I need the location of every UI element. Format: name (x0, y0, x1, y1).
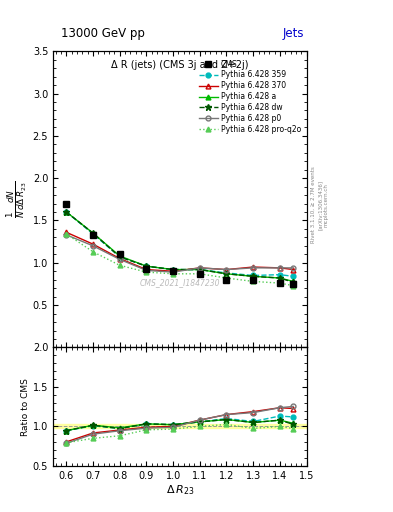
Text: Δ R (jets) (CMS 3j and Z+2j): Δ R (jets) (CMS 3j and Z+2j) (111, 60, 248, 70)
Text: Jets: Jets (283, 27, 305, 40)
X-axis label: $\Delta\,R_{23}$: $\Delta\,R_{23}$ (165, 483, 194, 497)
Text: [arXiv:1306.3436]: [arXiv:1306.3436] (318, 180, 323, 230)
Text: 13000 GeV pp: 13000 GeV pp (61, 27, 145, 40)
Legend: CMS, Pythia 6.428 359, Pythia 6.428 370, Pythia 6.428 a, Pythia 6.428 dw, Pythia: CMS, Pythia 6.428 359, Pythia 6.428 370,… (197, 58, 303, 136)
Y-axis label: Ratio to CMS: Ratio to CMS (21, 378, 30, 436)
Text: mcplots.cern.ch: mcplots.cern.ch (324, 183, 329, 227)
Bar (53, 424, 307, 429)
Y-axis label: $\frac{1}{N}\frac{dN}{d\Delta\,R_{23}}$: $\frac{1}{N}\frac{dN}{d\Delta\,R_{23}}$ (5, 181, 29, 218)
Text: Rivet 3.1.10, ≥ 2.7M events: Rivet 3.1.10, ≥ 2.7M events (310, 166, 316, 243)
Text: CMS_2021_I1847230: CMS_2021_I1847230 (140, 278, 220, 287)
